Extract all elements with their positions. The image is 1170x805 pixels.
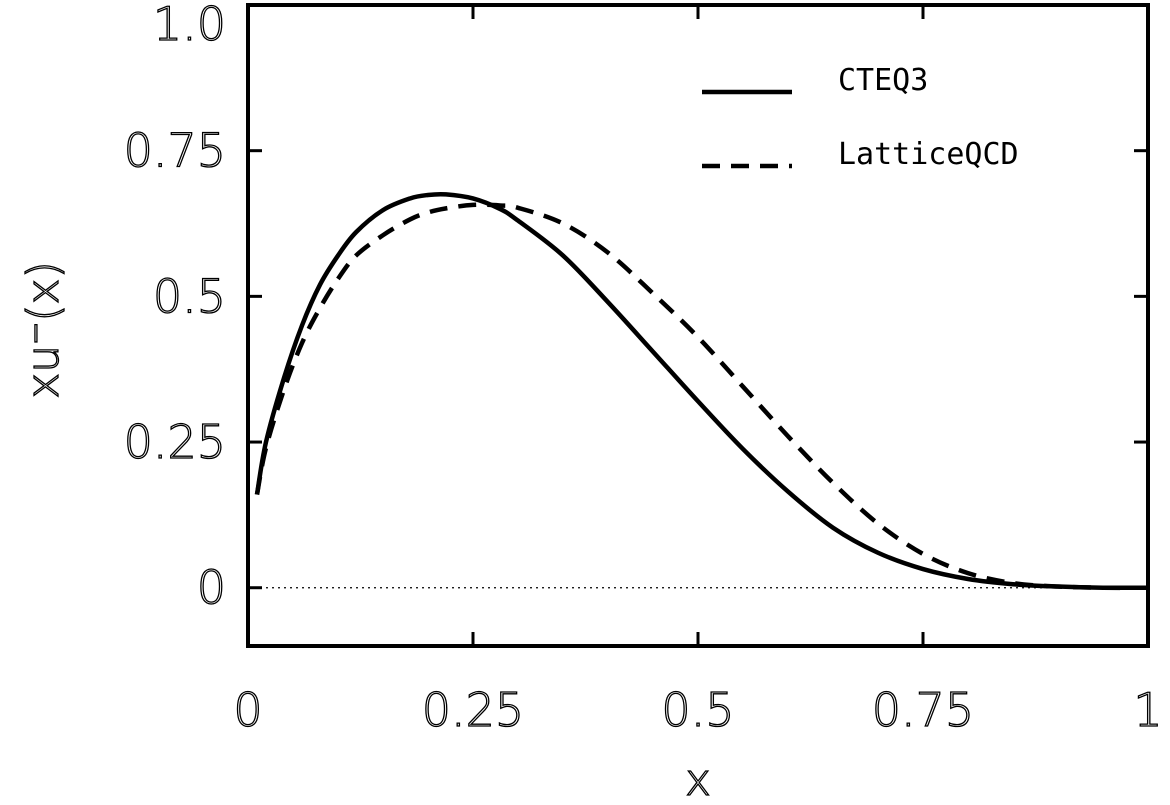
plot-frame — [246, 3, 1150, 648]
plot-border — [246, 3, 1150, 648]
y-tick-label: 0.75 — [124, 124, 226, 178]
legend: CTEQ3 LatticeQCD — [702, 63, 1019, 172]
x-tick-label: 0.25 — [422, 683, 524, 737]
legend-label: CTEQ3 — [838, 63, 928, 98]
x-tick-label: 1 — [1133, 683, 1162, 737]
series-layer — [254, 191, 1149, 591]
tick-layer: 0 0.25 0.5 0.75 1 0 0.25 0.5 0.75 1.0 — [123, 0, 1163, 738]
y-tick-label: 1.0 — [153, 0, 226, 51]
y-tick-label: 0.5 — [153, 269, 226, 323]
x-tick-label: 0.75 — [872, 683, 974, 737]
series-line-cteq3 — [254, 191, 1149, 591]
series-line-latticeqcd — [254, 202, 1149, 591]
y-axis-title: xu⁻(x) — [18, 261, 69, 399]
y-tick-label: 0.25 — [124, 415, 226, 469]
x-tick-label: 0 — [233, 683, 262, 737]
x-axis-title: x — [685, 755, 711, 805]
y-tick-label: 0 — [197, 561, 226, 615]
x-tick-label: 0.5 — [661, 683, 734, 737]
legend-label: LatticeQCD — [838, 137, 1019, 172]
